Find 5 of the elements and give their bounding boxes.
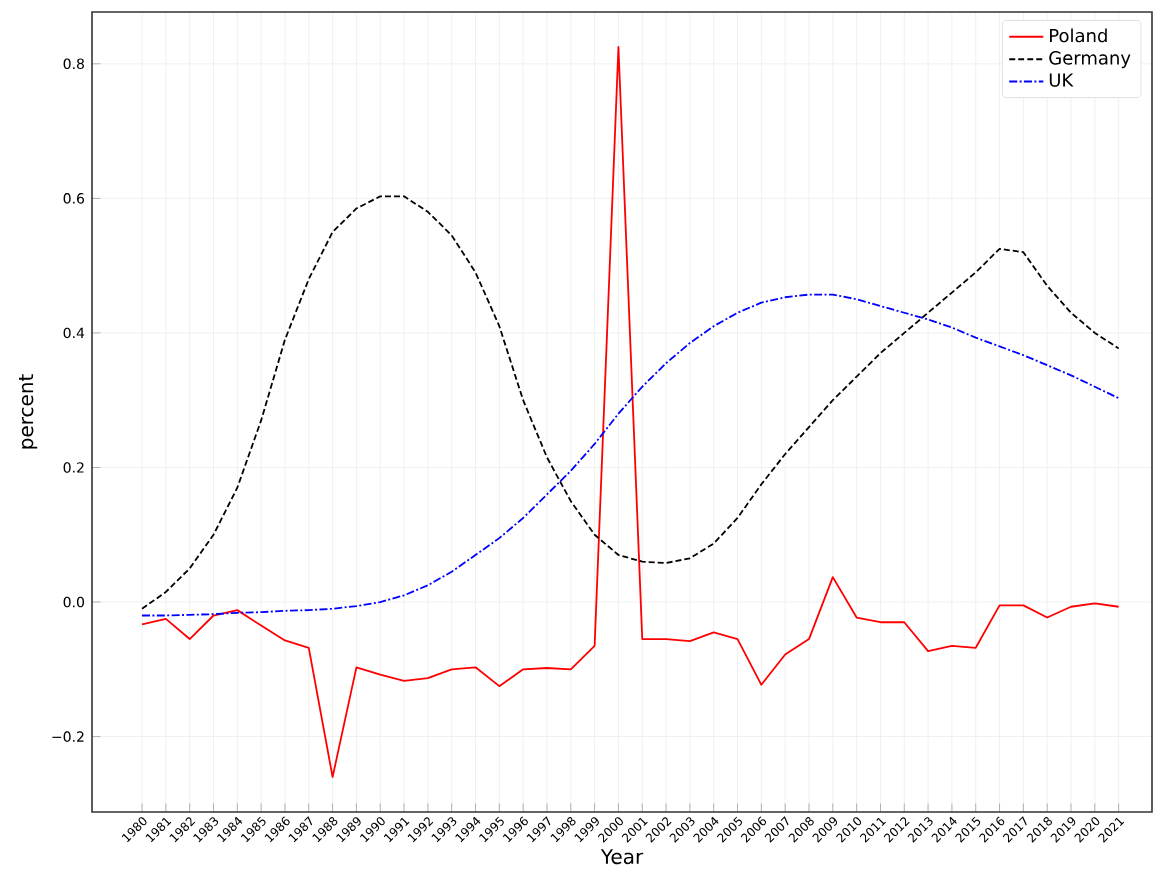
legend-label: Poland (1050, 28, 1107, 43)
y-axis-title: percent (19, 374, 38, 449)
x-axis-title: Year (600, 849, 644, 865)
legend-label: Germany (1049, 51, 1131, 69)
legend-label: UK (1049, 73, 1074, 87)
